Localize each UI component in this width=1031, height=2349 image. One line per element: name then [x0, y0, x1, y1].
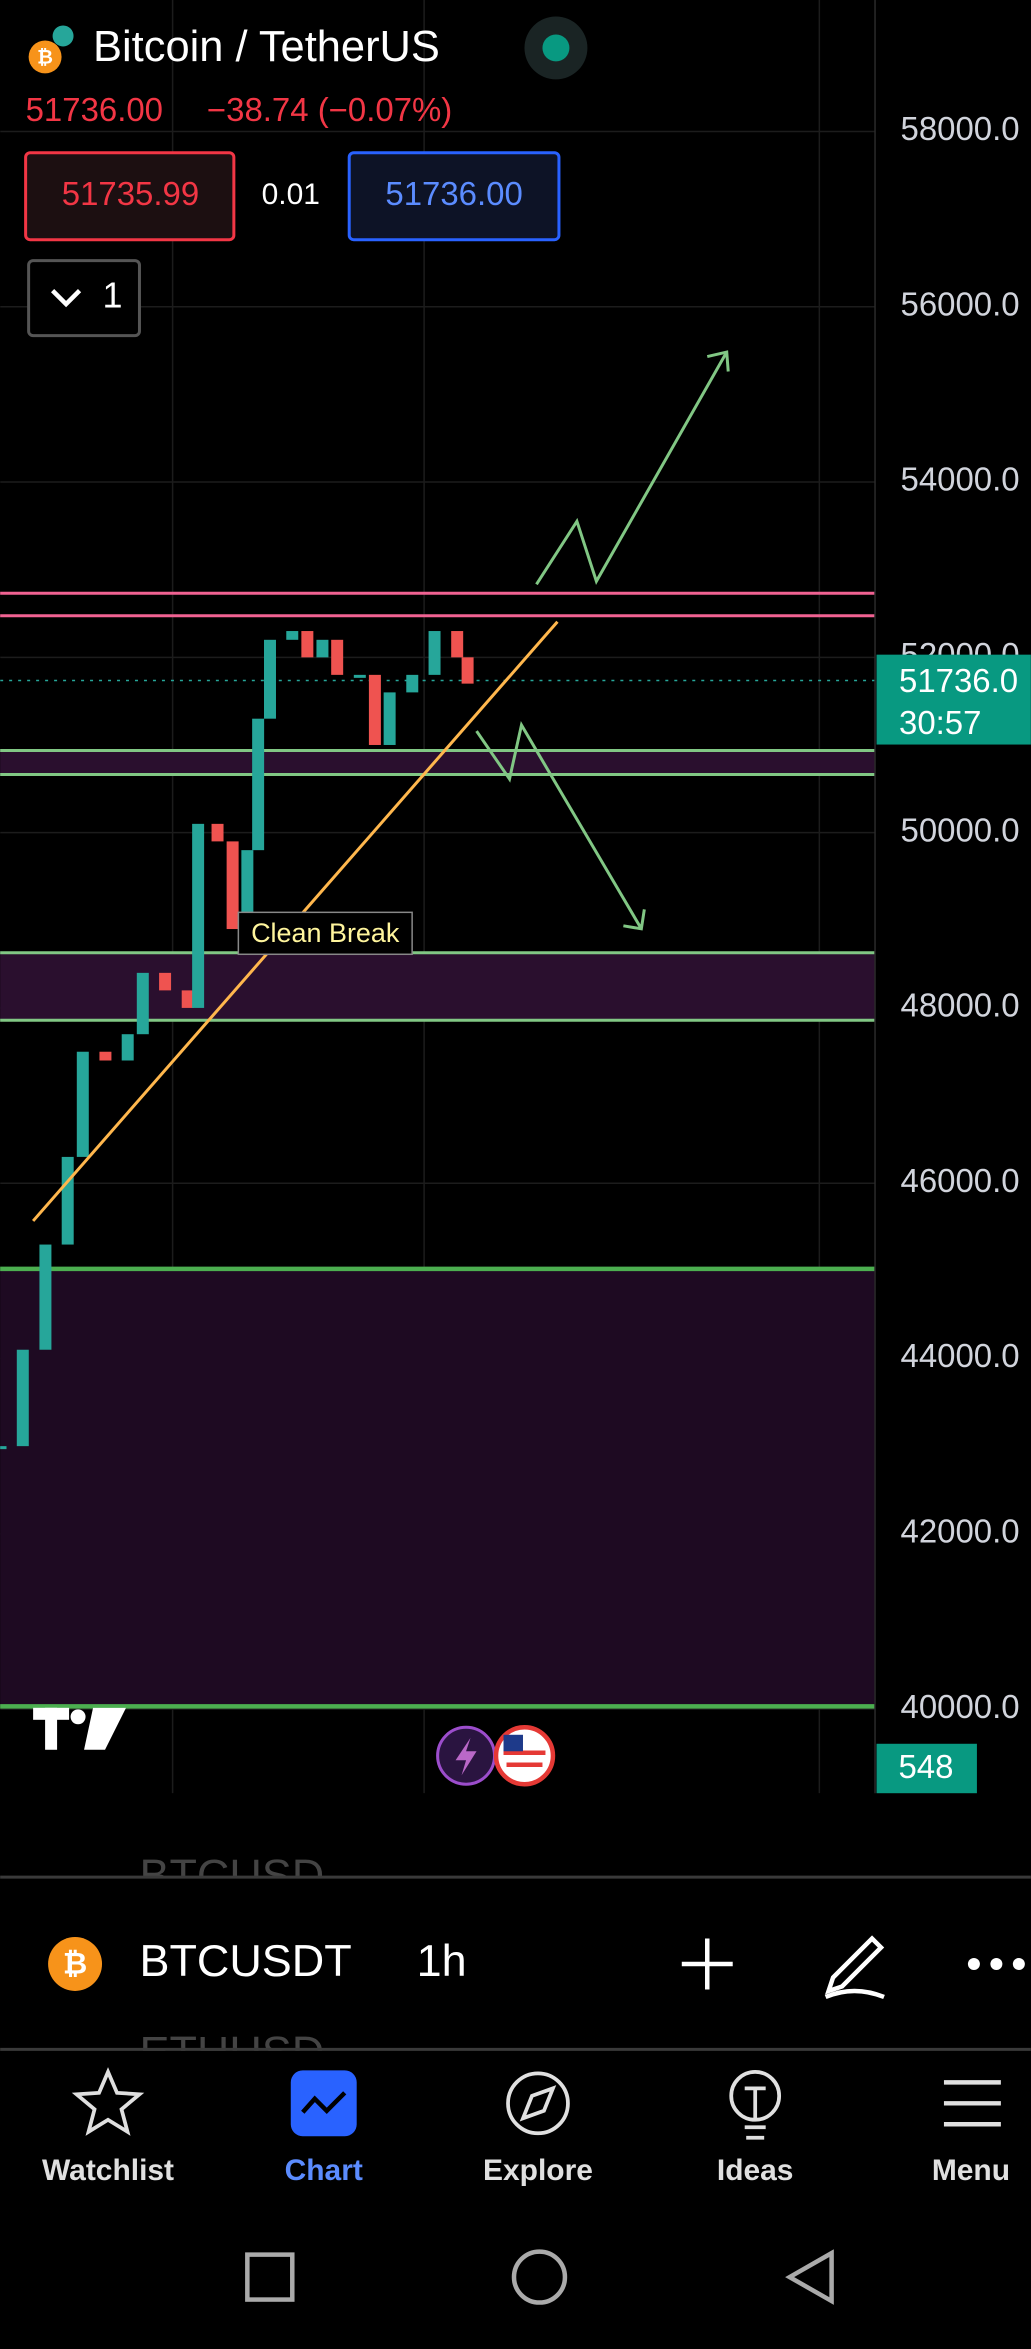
- y-tick-label: 46000.0: [901, 1162, 1020, 1199]
- annotation: Clean Break: [251, 918, 400, 948]
- price-label: 51736.0: [899, 662, 1018, 699]
- arrow-down: [475, 721, 643, 930]
- flag-stripes: [503, 1750, 546, 1767]
- btc-glyph: ₿: [63, 1947, 87, 1980]
- candle: [428, 631, 441, 675]
- buy-button[interactable]: [347, 151, 561, 242]
- candle: [368, 674, 381, 745]
- candle: [61, 1156, 74, 1245]
- back-button[interactable]: [785, 2249, 834, 2305]
- status-dot: [542, 34, 570, 62]
- candles: [0, 631, 474, 1450]
- nav-bg: [0, 2050, 1031, 2349]
- candle: [136, 972, 149, 1035]
- nav-label[interactable]: Explore: [483, 2154, 593, 2187]
- candle: [211, 823, 224, 842]
- explore-glyph: [519, 2085, 557, 2122]
- toolbar-interval[interactable]: 1h: [417, 1935, 467, 1986]
- add-icon[interactable]: [681, 1938, 733, 1990]
- chart-glyph: [301, 2091, 347, 2114]
- zone: [0, 750, 876, 775]
- symbol-title: Bitcoin / TetherUS: [93, 23, 440, 71]
- spread: 0.01: [262, 178, 320, 211]
- candle: [301, 631, 314, 658]
- nav-label[interactable]: Watchlist: [42, 2154, 174, 2187]
- candle: [76, 1051, 89, 1157]
- candle: [461, 657, 474, 684]
- y-tick-label: 58000.0: [901, 110, 1020, 147]
- ask: 51736.00: [385, 175, 522, 212]
- btc-icon: [48, 1937, 103, 1991]
- layout-count: 1: [103, 275, 123, 316]
- candle: [286, 631, 299, 640]
- y-tick-label: 44000.0: [901, 1337, 1020, 1374]
- watchlist-icon[interactable]: [71, 2067, 145, 2136]
- candle: [99, 1051, 112, 1061]
- sell-button[interactable]: [24, 151, 236, 242]
- y-axis: 40000.0 42000.0 44000.0 46000.0 48000.0 50000…: [901, 110, 1020, 1725]
- explore-icon[interactable]: [506, 2071, 570, 2136]
- flash-glyph: [455, 1737, 477, 1776]
- btc-glyph: ₿: [37, 47, 53, 69]
- arrowhead: [623, 909, 646, 931]
- candle: [181, 990, 194, 1008]
- candle: [241, 850, 254, 930]
- more-icon[interactable]: [967, 1957, 1025, 1970]
- last-price: 51736.00: [26, 91, 163, 128]
- toolbar-bg: [0, 1877, 1031, 2050]
- price-change: −38.74 (−0.07%): [207, 91, 452, 128]
- candle: [353, 674, 366, 678]
- annotation-box: [237, 911, 413, 956]
- flag-canton: [503, 1734, 523, 1752]
- nav-label[interactable]: Chart: [285, 2154, 363, 2187]
- draw-icon[interactable]: [824, 1935, 885, 2000]
- candle: [451, 631, 464, 658]
- candle: [383, 692, 396, 745]
- chevron: [51, 289, 82, 308]
- y-tick-label: 42000.0: [901, 1512, 1020, 1549]
- candle: [39, 1244, 52, 1350]
- levels: [0, 591, 876, 1709]
- y-tick-label: 56000.0: [901, 285, 1020, 322]
- candle: [252, 718, 265, 851]
- arrow-up: [535, 351, 729, 586]
- candle: [226, 841, 239, 930]
- ideas-glyph: [744, 2086, 766, 2140]
- candle: [121, 1034, 134, 1061]
- tether-icon: [52, 25, 74, 47]
- toolbar-symbol[interactable]: BTCUSDT: [139, 1935, 351, 1986]
- menu-icon[interactable]: [943, 2080, 1001, 2127]
- btc-icon: [28, 40, 62, 74]
- y-tick-label: 48000.0: [901, 987, 1020, 1024]
- volume-box: [876, 1743, 977, 1794]
- candle: [316, 639, 329, 658]
- zone: [0, 952, 876, 1021]
- y-tick-label: 40000.0: [901, 1688, 1020, 1725]
- candle: [263, 639, 276, 719]
- y-tick-label: 50000.0: [901, 811, 1020, 848]
- volume-label: 548: [898, 1748, 953, 1785]
- candle: [159, 972, 172, 991]
- countdown: 30:57: [899, 704, 981, 741]
- candle: [192, 823, 205, 1008]
- home-button[interactable]: [511, 2249, 568, 2305]
- chart-icon[interactable]: [290, 2070, 357, 2137]
- layout-dropdown[interactable]: [27, 259, 141, 338]
- price-box: [876, 654, 1031, 745]
- arrowhead: [706, 350, 730, 372]
- candle: [406, 674, 419, 693]
- recents-button[interactable]: [245, 2252, 295, 2302]
- y-tick-label: 54000.0: [901, 461, 1020, 498]
- bid: 51735.99: [62, 175, 199, 212]
- nav-label[interactable]: Menu: [932, 2154, 1010, 2187]
- candle: [16, 1349, 29, 1447]
- tv-logo: [33, 1707, 126, 1750]
- candle: [0, 1446, 7, 1450]
- zone: [0, 1268, 876, 1707]
- ideas-icon[interactable]: [729, 2069, 782, 2122]
- candle: [331, 639, 344, 675]
- nav-label[interactable]: Ideas: [717, 2154, 794, 2187]
